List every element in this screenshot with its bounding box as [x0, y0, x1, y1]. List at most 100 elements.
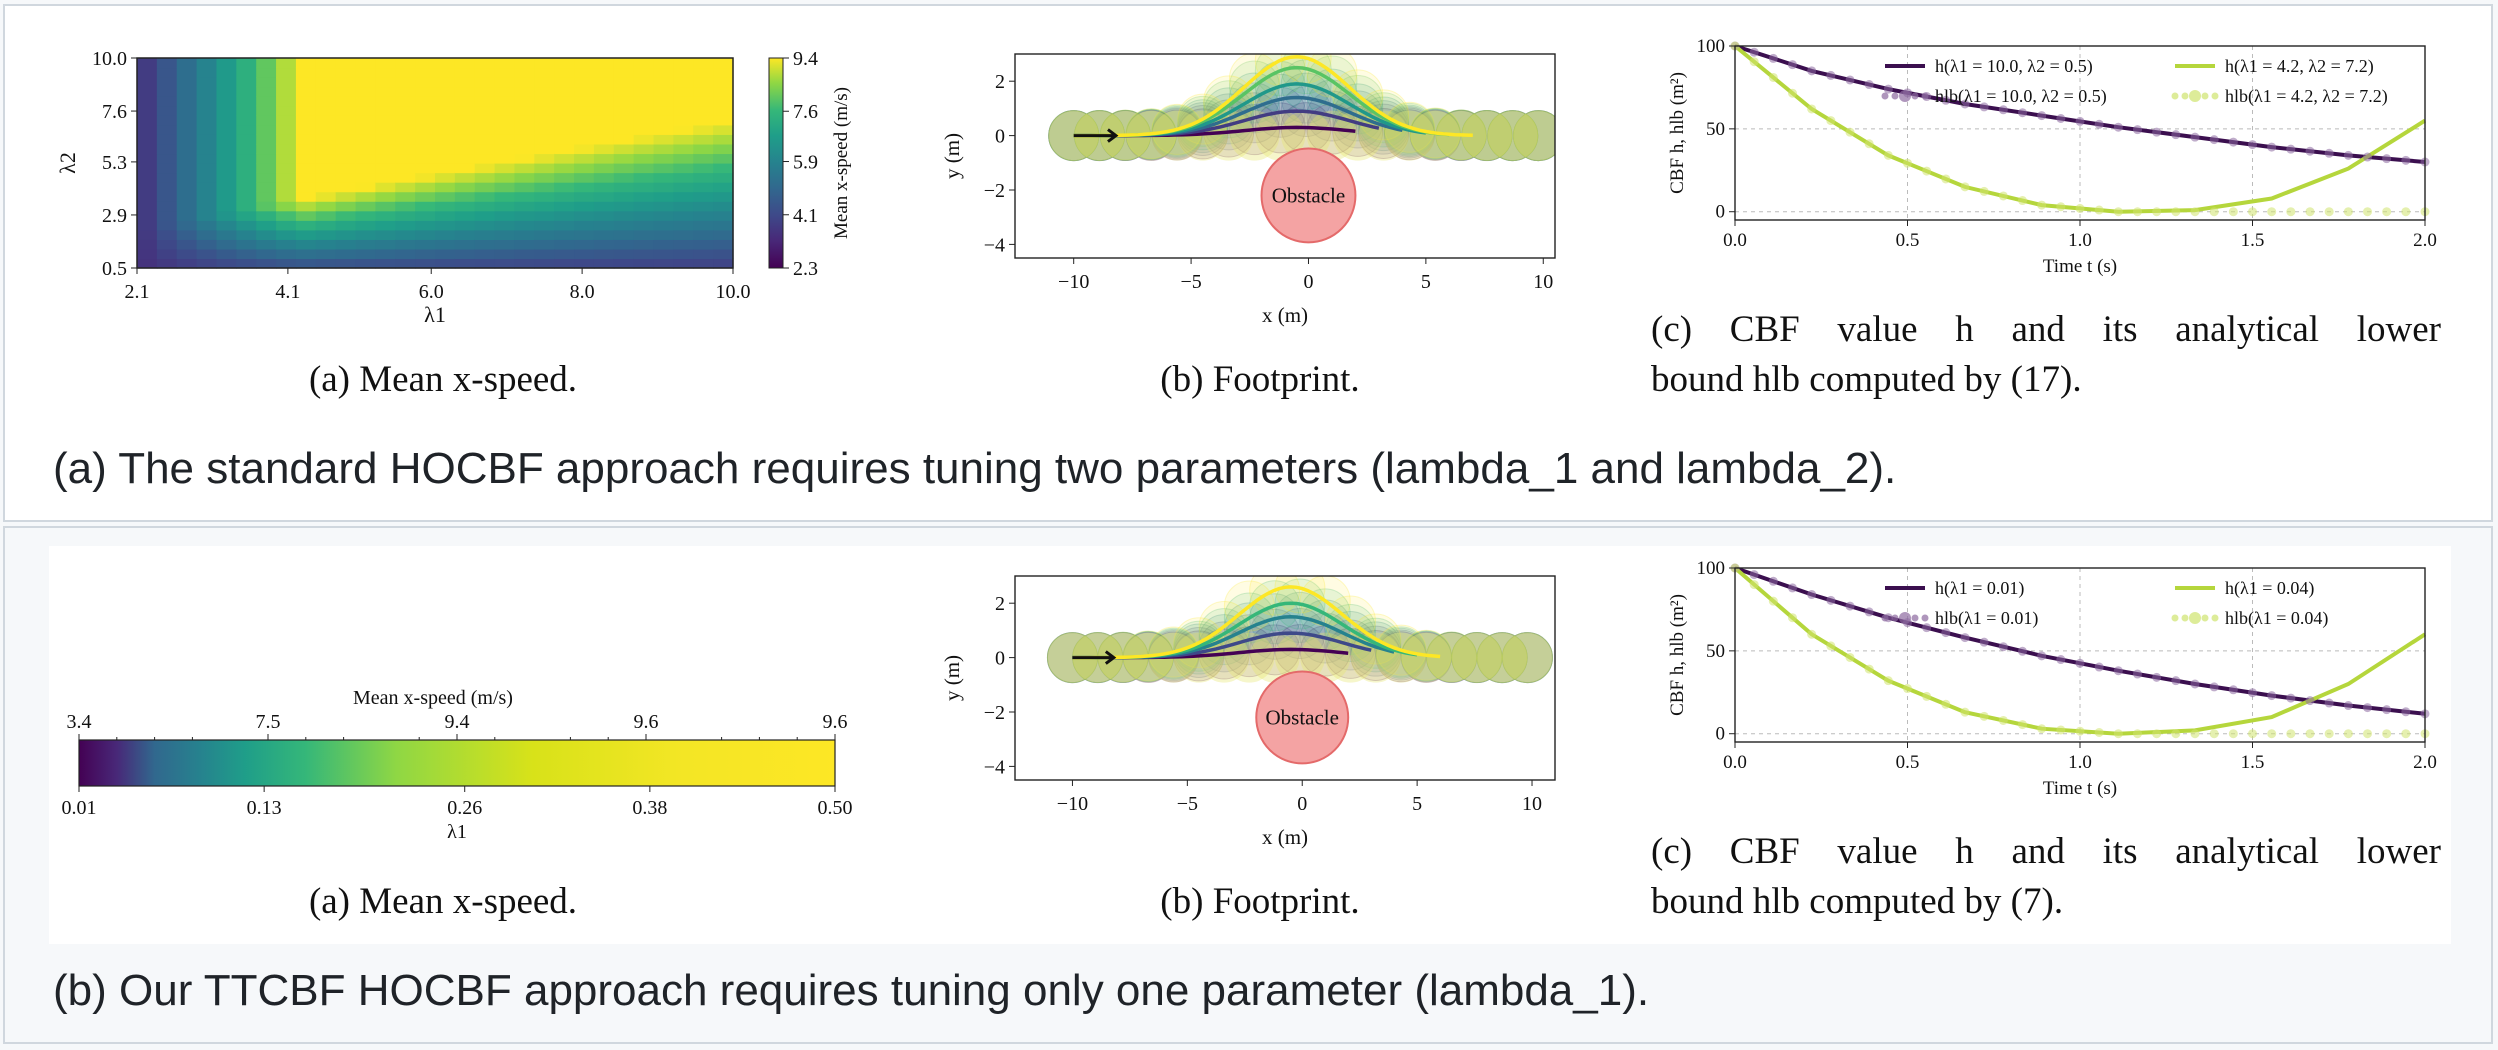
heatmap-cell: [435, 210, 456, 221]
series-marker: [2343, 729, 2353, 739]
heatmap-cell: [216, 134, 237, 145]
heatmap-cell: [574, 86, 595, 97]
heatmap-cell: [673, 143, 694, 155]
heatmap-cell: [415, 210, 436, 221]
heatmap-cell: [653, 86, 674, 97]
heatmap-cell: [474, 115, 496, 126]
heatmap-cell: [415, 191, 436, 202]
heatmap-cell: [355, 172, 376, 183]
heatmap-cell: [633, 58, 655, 69]
heatmap-cell: [633, 220, 655, 231]
heatmap-cell: [554, 67, 575, 78]
heatmap-cell: [693, 229, 714, 240]
heatmap-cell: [474, 210, 496, 221]
series-marker: [2324, 729, 2334, 739]
heatmap-cell: [315, 96, 337, 107]
series-marker: [2401, 207, 2411, 217]
heatmap-cell: [295, 172, 317, 183]
series-marker: [1749, 57, 1759, 67]
footprint-circle: [1513, 110, 1555, 162]
heatmap-cell: [534, 182, 555, 193]
heatmap-cell: [395, 77, 416, 88]
heatmap-cell: [633, 163, 655, 174]
heatmap-cell: [633, 77, 655, 88]
heatmap-cell: [514, 210, 535, 221]
heatmap-cell: [514, 67, 535, 78]
heatmap-cell: [295, 220, 317, 231]
heatmap-cell: [574, 96, 595, 107]
footprint-circle: [1401, 632, 1452, 683]
heatmap-cell: [156, 124, 178, 135]
heatmap-cell: [395, 239, 416, 250]
heatmap-cell: [534, 115, 555, 126]
series-marker: [1768, 576, 1778, 586]
x-tick-label: 0.5: [1896, 230, 1920, 251]
heatmap-cell: [315, 86, 337, 97]
heatmap-cell: [713, 172, 734, 183]
heatmap-cell: [216, 77, 237, 88]
heatmap-cell: [355, 115, 376, 126]
heatmap-cell: [534, 172, 555, 183]
y-tick-label: −4: [984, 234, 1005, 256]
heatmap-cell: [335, 134, 357, 145]
heatmap-cell: [335, 153, 357, 164]
heatmap-cell: [653, 182, 674, 193]
y-tick-label: 7.6: [102, 101, 127, 123]
heatmap-cell: [395, 134, 416, 145]
heatmap-cell: [613, 67, 635, 78]
footprint-circle: [1513, 110, 1555, 162]
heatmap-cell: [574, 210, 595, 221]
heatmap-cell: [613, 124, 635, 135]
heatmap-cell: [176, 239, 198, 250]
heatmap-cell: [713, 163, 734, 174]
heatmap-cell: [256, 96, 277, 107]
series-marker: [2343, 701, 2353, 711]
heatmap-cell: [335, 77, 357, 88]
cbf-line-chart: 0.0 0.5 1.0 1.5 2.0 100 50 0 Time t (s) CBF h, hl…: [1667, 558, 2437, 799]
footprint-circle: [1410, 110, 1461, 161]
subcaption-a: (a) Mean x-speed.: [308, 881, 578, 922]
heatmap-cell: [137, 96, 158, 107]
heatmap-cell: [415, 239, 436, 250]
heatmap-cell: [693, 96, 714, 107]
heatmap-cell: [435, 172, 456, 183]
series-marker: [2075, 116, 2085, 126]
heatmap-cell: [335, 210, 357, 221]
series-marker: [1883, 84, 1893, 94]
heatmap-cell: [216, 153, 237, 164]
y-tick-label: 100: [1697, 36, 1726, 57]
series-marker: [2094, 205, 2104, 215]
heatmap-cell: [415, 153, 436, 164]
heatmap-cell: [375, 153, 396, 164]
footprint-circle: [1451, 632, 1502, 683]
heatmap-cell: [593, 124, 615, 135]
heatmap-cell: [315, 191, 337, 202]
series-marker: [2343, 150, 2353, 160]
heatmap-cell: [633, 96, 655, 107]
heatmap-cell: [355, 248, 376, 260]
heatmap-cell: [693, 220, 714, 231]
heatmap-cell: [156, 191, 178, 202]
y-tick-label: −2: [984, 702, 1005, 724]
heatmap-cell: [256, 229, 277, 240]
series-marker: [1864, 607, 1874, 617]
heatmap-cell: [256, 77, 277, 88]
heatmap-cell: [236, 105, 257, 116]
footprint-circle: [1487, 110, 1539, 162]
heatmap-cell: [335, 115, 357, 126]
heatmap-cell: [355, 239, 376, 250]
heatmap-cell: [395, 153, 416, 164]
plot-area: [1048, 54, 1555, 162]
footprint-circle: [1426, 631, 1478, 683]
heatmap-cell: [554, 239, 575, 250]
figure-panel-a: 2.1 4.1 6.0 8.0 10.0 10.0 7.6 5.3 2.9 0.5 λ1 λ2 …: [3, 4, 2493, 522]
heatmap-cell: [613, 220, 635, 231]
heatmap-cell: [673, 258, 694, 269]
heatmap-cell: [454, 248, 476, 260]
heatmap-cell: [593, 105, 615, 116]
heatmap-cell: [375, 191, 396, 202]
heatmap-cell: [713, 153, 734, 164]
heatmap-cell: [673, 210, 694, 221]
heatmap-cell: [454, 124, 476, 135]
heatmap-cell: [236, 229, 257, 240]
